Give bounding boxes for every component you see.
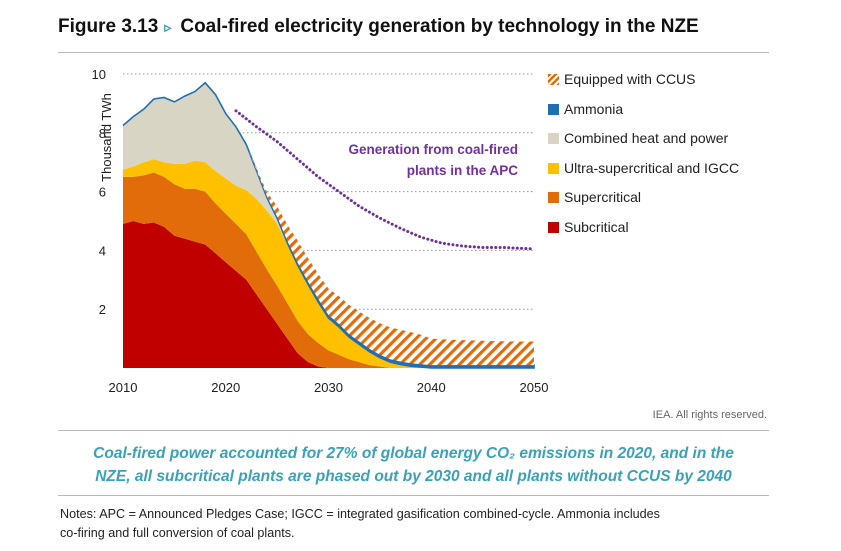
legend-label: Ammonia <box>564 100 624 117</box>
x-tick-label: 2020 <box>211 380 240 395</box>
apc-annotation-line-2: plants in the APC <box>407 163 519 178</box>
top-divider <box>58 52 769 53</box>
area-series-subcritical <box>123 221 534 368</box>
legend-item: Combined heat and power <box>548 130 728 146</box>
apc-dotted-line <box>234 109 536 251</box>
legend-label: Equipped with CCUS <box>564 71 696 87</box>
rights-notice: IEA. All rights reserved. <box>652 409 767 421</box>
hatched-swatch-icon <box>548 74 559 85</box>
area-series-combined-heat-and-power <box>123 82 534 369</box>
legend-label: Combined heat and power <box>564 130 729 146</box>
x-tick-label: 2010 <box>109 380 138 395</box>
y-tick-label: 4 <box>99 243 106 258</box>
legend-item: Equipped with CCUS <box>548 71 696 87</box>
x-tick-label: 2050 <box>520 380 549 395</box>
legend-item: Subcritical <box>548 219 629 235</box>
notes-divider <box>58 495 769 496</box>
area-series-ammonia <box>122 81 535 369</box>
x-tick-label: 2040 <box>417 380 446 395</box>
legend-label: Ultra-supercritical and IGCC <box>564 159 740 176</box>
caption-line-2: NZE, all subcritical plants are phased o… <box>95 468 732 485</box>
legend-item: Ammonia <box>548 101 623 117</box>
area-series-equipped-with-ccus <box>123 82 534 366</box>
figure-caption: Coal-fired power accounted for 27% of gl… <box>58 442 769 488</box>
figure-title-row: Figure 3.13 ▹ Coal-fired electricity gener… <box>58 16 699 38</box>
color-swatch-icon <box>548 221 559 233</box>
y-axis-title: Thousand TWh <box>98 93 114 182</box>
figure-notes: Notes: APC = Announced Pledges Case; IGC… <box>60 505 772 543</box>
legend-label: Subcritical <box>564 218 629 235</box>
area-series-ultra-supercritical-and-igcc <box>123 159 534 368</box>
color-swatch-icon <box>548 162 559 174</box>
caption-line-1: Coal-fired power accounted for 27% of gl… <box>93 445 734 462</box>
y-tick-label: 8 <box>99 126 106 141</box>
y-tick-label: 10 <box>92 67 106 82</box>
x-tick-label: 2030 <box>314 380 343 395</box>
y-tick-label: 2 <box>99 302 106 317</box>
notes-line-2: co-firing and full conversion of coal pl… <box>60 526 295 540</box>
legend-item: Supercritical <box>548 189 641 205</box>
area-series-supercritical <box>123 172 534 368</box>
figure-title: Coal-fired electricity generation by tec… <box>180 16 699 37</box>
legend-item: Ultra-supercritical and IGCC <box>548 160 739 176</box>
caption-top-divider <box>58 430 769 431</box>
notes-line-1: Notes: APC = Announced Pledges Case; IGC… <box>60 507 660 521</box>
color-swatch-icon <box>548 103 559 115</box>
triangle-arrow-icon: ▹ <box>164 19 172 35</box>
legend-label: Supercritical <box>564 189 642 205</box>
color-swatch-icon <box>548 192 559 203</box>
figure-label: Figure 3.13 <box>58 16 159 37</box>
color-swatch-icon <box>548 133 559 144</box>
apc-annotation-line-1: Generation from coal-fired <box>348 142 518 157</box>
chart-area: 2 4 6 8 10 2010 2020 2030 2040 2050 Generation fr… <box>92 67 549 395</box>
y-tick-label: 6 <box>99 185 106 200</box>
